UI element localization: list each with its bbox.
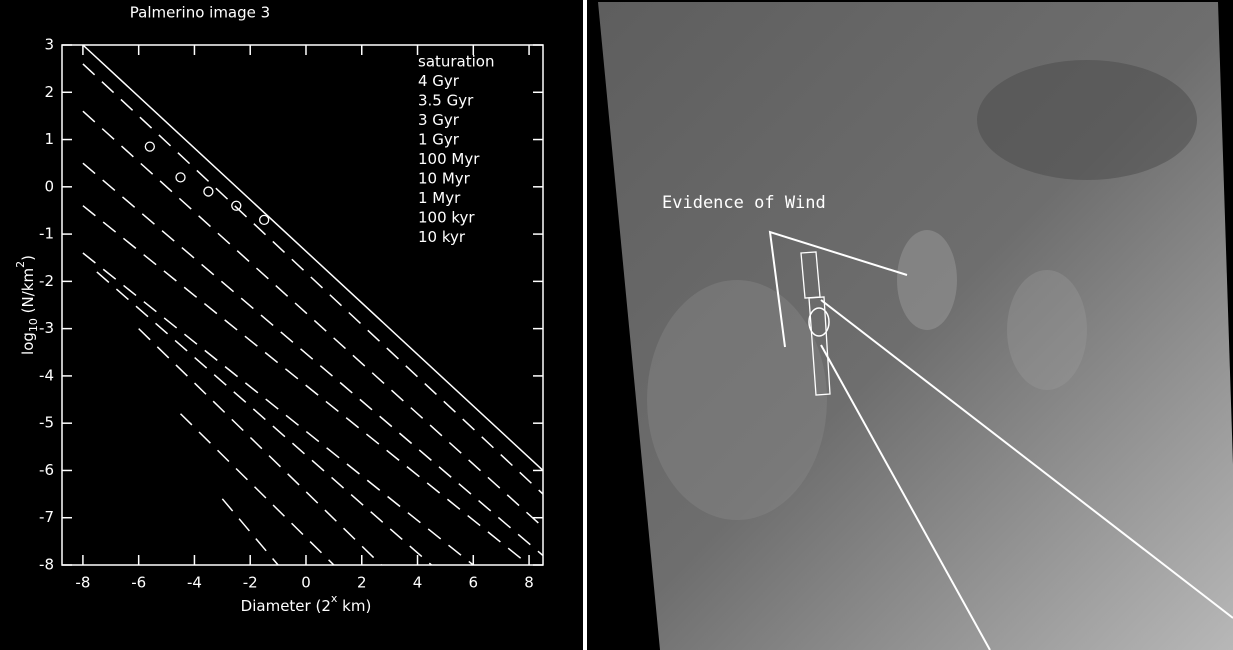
legend-entry: 3 Gyr <box>418 111 460 129</box>
y-tick-label: -4 <box>39 366 54 384</box>
series-line <box>181 414 334 565</box>
x-tick-label: -4 <box>187 574 202 592</box>
legend-entry: 4 Gyr <box>418 72 460 90</box>
y-tick-label: -5 <box>39 414 54 432</box>
data-point <box>204 187 213 196</box>
x-tick-label: 2 <box>357 574 367 592</box>
y-tick-label: -6 <box>39 461 54 479</box>
x-tick-label: -6 <box>131 574 146 592</box>
y-label-sup: 2 <box>14 261 27 268</box>
legend-entry: 3.5 Gyr <box>418 92 474 110</box>
y-label-part: ) <box>19 255 37 261</box>
legend-entry: 1 Gyr <box>418 131 460 149</box>
series-line <box>83 253 473 565</box>
wind-streak <box>897 230 957 330</box>
annotation: Evidence of Wind <box>662 193 826 213</box>
y-label-part: (N/km <box>19 268 37 318</box>
data-point <box>176 173 185 182</box>
chart-title: Palmerino image 3 <box>130 4 270 22</box>
legend-entry: 100 kyr <box>418 209 475 227</box>
plot-frame <box>62 45 543 565</box>
legend-entry: 10 Myr <box>418 170 471 188</box>
series-line <box>83 206 529 565</box>
bright-region <box>647 280 827 520</box>
terrain-image: Evidence of Wind <box>587 0 1233 650</box>
page: Palmerino image 3 Diameter (2x km) log10… <box>0 0 1233 650</box>
y-tick-label: -1 <box>39 225 54 243</box>
data-point <box>145 142 154 151</box>
x-tick-label: -8 <box>75 574 90 592</box>
y-tick-label: 0 <box>44 177 54 195</box>
y-tick-label: 3 <box>44 36 54 54</box>
legend-entry: 100 Myr <box>418 150 480 168</box>
chart: Palmerino image 3 Diameter (2x km) log10… <box>0 0 583 650</box>
y-axis-label: log10 (N/km2) <box>14 255 40 355</box>
y-tick-label: -3 <box>39 319 54 337</box>
x-tick-label: 6 <box>469 574 479 592</box>
x-tick-label: 0 <box>301 574 311 592</box>
legend-entry: 10 kyr <box>418 228 466 246</box>
x-label-part: km) <box>337 597 371 615</box>
series-line <box>83 45 543 470</box>
x-tick-label: -2 <box>243 574 258 592</box>
x-axis-label: Diameter (2x km) <box>241 592 372 615</box>
legend-entry: saturation <box>418 53 495 71</box>
series-line <box>83 64 543 494</box>
y-tick-label: -8 <box>39 556 54 574</box>
legend-entry: 1 Myr <box>418 189 461 207</box>
data-point <box>260 215 269 224</box>
y-tick-label: 1 <box>44 130 54 148</box>
x-tick-label: 4 <box>413 574 423 592</box>
x-label-part: Diameter (2 <box>241 597 331 615</box>
series-line <box>139 329 382 565</box>
series-line <box>83 111 543 527</box>
y-tick-label: 2 <box>44 83 54 101</box>
y-label-part: log <box>19 332 37 355</box>
data-point <box>232 201 241 210</box>
x-tick-label: 8 <box>524 574 534 592</box>
dark-region <box>977 60 1197 180</box>
y-tick-label: -2 <box>39 272 54 290</box>
wind-streak <box>1007 270 1087 390</box>
y-tick-label: -7 <box>39 508 54 526</box>
